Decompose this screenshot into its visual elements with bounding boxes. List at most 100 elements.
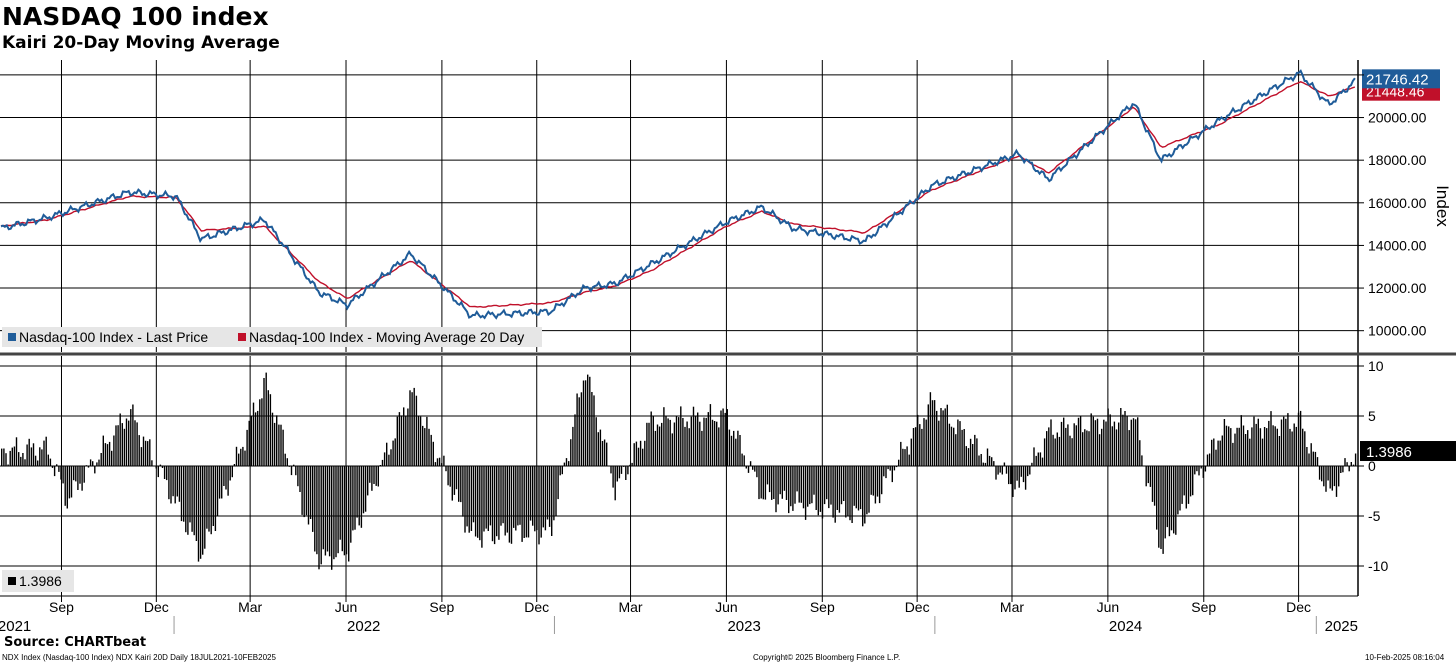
- y-tick-label: 10: [1368, 358, 1384, 374]
- histogram-bar: [295, 466, 297, 476]
- histogram-bar: [1323, 466, 1325, 487]
- histogram-bar: [419, 416, 422, 466]
- histogram-bar: [240, 448, 242, 466]
- histogram-bar: [335, 466, 337, 558]
- histogram-bar: [1302, 428, 1304, 466]
- histogram-bar: [610, 466, 612, 474]
- histogram-bar: [1225, 425, 1228, 466]
- y-tick-label: 20000.00: [1368, 110, 1427, 126]
- histogram-bar: [1024, 466, 1027, 490]
- histogram-bar: [853, 466, 855, 506]
- histogram-bar: [1206, 454, 1209, 466]
- histogram-bar: [1054, 438, 1056, 466]
- histogram-bar: [485, 466, 487, 529]
- histogram-bar: [978, 455, 980, 466]
- histogram-bar: [623, 466, 625, 467]
- histogram-bar: [513, 466, 515, 528]
- histogram-bar: [1204, 466, 1207, 472]
- histogram-bar: [314, 466, 316, 552]
- histogram-bar: [1196, 466, 1198, 472]
- histogram-bar: [582, 380, 585, 466]
- histogram-bar: [189, 466, 191, 523]
- histogram-bar: [430, 434, 432, 466]
- histogram-bar: [726, 409, 728, 466]
- histogram-bar: [999, 466, 1001, 473]
- histogram-bar: [1314, 451, 1317, 466]
- histogram-bar: [1346, 462, 1348, 466]
- histogram-bar: [974, 434, 976, 466]
- histogram-bar: [242, 446, 244, 466]
- histogram-bar: [358, 466, 360, 526]
- histogram-bar: [986, 448, 989, 466]
- histogram-bar: [633, 443, 635, 466]
- histogram-bar: [244, 450, 246, 466]
- histogram-bar: [1153, 466, 1156, 506]
- histogram-bar: [263, 378, 265, 466]
- histogram-bar: [1060, 421, 1063, 466]
- histogram-bar: [216, 466, 219, 516]
- histogram-bar: [1223, 419, 1226, 466]
- histogram-bar: [1084, 429, 1086, 466]
- histogram-bar: [637, 447, 640, 466]
- histogram-bar: [1109, 414, 1111, 466]
- histogram-bar: [195, 466, 198, 541]
- histogram-bar: [214, 466, 217, 531]
- histogram-bar: [1128, 430, 1130, 466]
- histogram-bar: [284, 453, 286, 466]
- histogram-bar: [1280, 419, 1283, 466]
- histogram-bar: [534, 466, 536, 532]
- histogram-bar: [180, 466, 183, 522]
- histogram-bar: [1067, 424, 1069, 466]
- histogram-bar: [1310, 443, 1312, 466]
- histogram-bar: [11, 447, 13, 466]
- histogram-bar: [1230, 428, 1232, 466]
- histogram-bar: [832, 466, 834, 518]
- series-line-last-price: [0, 69, 1356, 320]
- histogram-bar: [305, 466, 308, 516]
- histogram-bar: [229, 466, 231, 481]
- histogram-bar: [1308, 453, 1310, 466]
- histogram-bar: [443, 455, 445, 466]
- histogram-bar: [606, 442, 608, 466]
- histogram-bar: [1291, 431, 1293, 466]
- x-month-label: Jun: [335, 599, 358, 615]
- histogram-bar: [468, 466, 470, 533]
- histogram-bar: [339, 466, 341, 540]
- y-tick-label: -10: [1368, 558, 1388, 574]
- histogram-bar: [931, 400, 934, 466]
- histogram-bar: [22, 453, 24, 466]
- histogram-bar: [1253, 416, 1255, 466]
- histogram-bar: [1333, 466, 1336, 487]
- histogram-bar: [47, 454, 49, 466]
- histogram-bar: [5, 453, 7, 466]
- histogram-bar: [56, 464, 58, 466]
- histogram-bar: [1029, 466, 1031, 475]
- histogram-bar: [136, 422, 138, 466]
- histogram-bar: [688, 428, 690, 466]
- y-tick-label: 10000.00: [1368, 323, 1427, 339]
- histogram-bar: [741, 453, 743, 466]
- histogram-bar: [140, 447, 143, 466]
- histogram-bar: [1113, 421, 1116, 466]
- histogram-bar: [1175, 466, 1177, 535]
- histogram-bar: [1331, 466, 1333, 491]
- histogram-bar: [940, 408, 942, 466]
- histogram-bar: [168, 466, 170, 500]
- histogram-bar: [1208, 453, 1211, 466]
- histogram-bar: [838, 466, 841, 513]
- histogram-bar: [1236, 427, 1238, 466]
- histogram-bar: [1111, 426, 1113, 466]
- histogram-bar: [794, 466, 796, 504]
- histogram-bar: [819, 466, 822, 512]
- histogram-bar: [646, 422, 648, 466]
- histogram-bar: [950, 426, 953, 466]
- histogram-bar: [874, 466, 877, 504]
- histogram-bar: [367, 466, 369, 496]
- histogram-bar: [1118, 422, 1120, 466]
- histogram-bar: [878, 466, 881, 504]
- histogram-bar: [185, 466, 187, 533]
- histogram-bar: [752, 466, 754, 470]
- histogram-bar: [1232, 442, 1234, 466]
- histogram-bar: [1289, 428, 1291, 466]
